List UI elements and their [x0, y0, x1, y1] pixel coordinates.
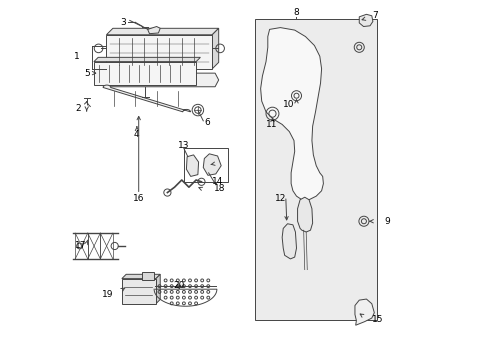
Bar [183, 148, 228, 182]
Text: 5: 5 [83, 69, 89, 78]
Text: 18: 18 [213, 184, 224, 193]
Text: 13: 13 [178, 141, 189, 150]
Polygon shape [212, 28, 218, 69]
Polygon shape [354, 299, 373, 325]
Text: 17: 17 [74, 241, 86, 250]
Bar [94, 62, 196, 85]
Polygon shape [147, 27, 160, 34]
Polygon shape [122, 274, 160, 279]
Polygon shape [359, 14, 372, 27]
Polygon shape [203, 154, 221, 175]
Polygon shape [100, 73, 218, 87]
Text: 2: 2 [75, 104, 81, 113]
Text: 6: 6 [204, 118, 210, 127]
Text: 15: 15 [371, 315, 383, 324]
Polygon shape [282, 224, 296, 259]
Text: 20: 20 [173, 280, 184, 289]
Text: 11: 11 [265, 120, 277, 129]
Text: 19: 19 [102, 289, 113, 298]
Text: 14: 14 [211, 177, 223, 186]
Text: 9: 9 [384, 217, 389, 226]
Bar [122, 279, 156, 304]
Text: 12: 12 [274, 194, 285, 203]
Text: 1: 1 [74, 53, 80, 62]
Text: 7: 7 [371, 10, 377, 19]
Polygon shape [156, 274, 160, 304]
Text: 10: 10 [282, 100, 293, 109]
Polygon shape [297, 197, 312, 232]
Bar [142, 273, 154, 280]
Polygon shape [260, 28, 323, 200]
Polygon shape [186, 155, 198, 176]
Text: 4: 4 [133, 130, 139, 139]
Text: 16: 16 [133, 194, 144, 203]
Text: 3: 3 [121, 18, 126, 27]
Bar [255, 19, 376, 320]
Polygon shape [106, 28, 218, 35]
Bar [106, 35, 212, 69]
Polygon shape [103, 85, 190, 112]
Text: 8: 8 [292, 8, 298, 17]
Polygon shape [94, 57, 200, 62]
